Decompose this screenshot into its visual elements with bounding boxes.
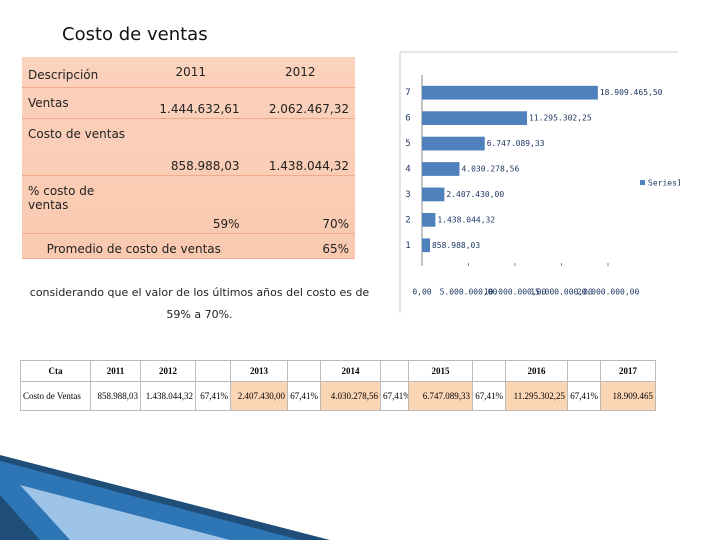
legend-swatch <box>640 180 645 185</box>
detail-table: Cta 2011 2012 2013 2014 2015 2016 2017 Costo de … <box>20 360 656 411</box>
table-cell: 2011 <box>136 57 246 88</box>
data-label: 4.030.278,56 <box>461 165 519 174</box>
table-cell: 6.747.089,33 <box>408 381 473 411</box>
bar <box>422 85 598 100</box>
table-cell <box>380 360 409 382</box>
table-cell: Promedio de costo de ventas <box>22 233 246 259</box>
table-cell: 2017 <box>600 360 656 382</box>
bar <box>422 187 445 202</box>
bar <box>422 212 436 227</box>
table-cell <box>472 360 506 382</box>
table-cell: 67,41% <box>380 381 409 411</box>
table-cell: 2015 <box>408 360 473 382</box>
data-label: 858.988,03 <box>432 241 480 250</box>
table-row: Costo de ventas 858.988,03 1.438.044,32 <box>22 118 355 176</box>
data-label: 2.407.430,00 <box>446 190 504 199</box>
y-tick-label: 3 <box>405 190 410 200</box>
data-label: 6.747.089,33 <box>487 139 545 148</box>
table-cell <box>287 360 321 382</box>
data-label: 18.909.465,50 <box>600 88 663 97</box>
x-tick-label: 0,00 <box>412 288 431 297</box>
table-cell: 1.444.632,61 <box>136 87 246 119</box>
table-cell: 1.438.044,32 <box>140 381 196 411</box>
table-cell: 1.438.044,32 <box>245 118 355 176</box>
chart: 0,00 5.000.000,0010.000.000,0015.000.000,… <box>399 51 680 313</box>
table-cell: Cta <box>20 360 91 382</box>
y-tick-label: 2 <box>405 215 410 225</box>
table-cell: 67,41% <box>567 381 601 411</box>
data-label: 11.295.302,25 <box>529 114 592 123</box>
table-cell: 65% <box>245 233 355 259</box>
table-cell: 11.295.302,25 <box>505 381 568 411</box>
table-cell: Costo de Ventas <box>20 381 91 411</box>
table-row: Promedio de costo de ventas 65% <box>22 233 355 259</box>
table-cell: % costo de ventas <box>22 175 137 234</box>
table-cell: Ventas <box>22 87 137 119</box>
table-cell: 2.062.467,32 <box>245 87 355 119</box>
x-tick-label: 20.000.000,00 <box>577 288 640 297</box>
x-tick-label: 5.000.000,00 <box>440 288 498 297</box>
table-cell: 67,41% <box>287 381 321 411</box>
table-cell <box>195 360 231 382</box>
y-tick-label: 4 <box>405 165 410 175</box>
legend-label: Series1 <box>648 179 680 188</box>
note: considerando que el valor de los últimos… <box>29 286 370 321</box>
slide-title: Costo de ventas <box>62 24 208 45</box>
table-cell: 2012 <box>245 57 355 88</box>
table-cell: 2014 <box>320 360 381 382</box>
table-cell: 858.988,03 <box>90 381 141 411</box>
summary-table: Descripción 2011 2012 Ventas 1.444.632,61 2.0… <box>22 57 355 259</box>
table-cell: Costo de ventas <box>22 118 137 176</box>
table-cell: 70% <box>245 175 355 234</box>
table-cell <box>567 360 601 382</box>
x-tick-label: 10.000.000,00 <box>484 288 547 297</box>
bar <box>422 136 485 151</box>
table-row: Ventas 1.444.632,61 2.062.467,32 <box>22 87 355 119</box>
bar <box>422 111 528 126</box>
table-cell: Descripción <box>22 57 137 88</box>
data-label: 1.438.044,32 <box>437 215 495 224</box>
y-tick-label: 7 <box>405 88 410 98</box>
table-cell: 2013 <box>230 360 288 382</box>
table-row: Descripción 2011 2012 <box>22 57 355 88</box>
table-cell: 59% <box>136 175 246 234</box>
y-tick-label: 5 <box>405 139 410 149</box>
bar <box>422 238 430 253</box>
table-cell: 67,41% <box>195 381 231 411</box>
table-cell: 4.030.278,56 <box>320 381 381 411</box>
table-cell: 2012 <box>140 360 196 382</box>
table-cell: 18.909.465 <box>600 381 656 411</box>
table-row: Costo de Ventas 858.988,03 1.438.044,32 67,… <box>20 381 656 411</box>
table-cell: 67,41% <box>472 381 506 411</box>
bar <box>422 162 460 176</box>
swoosh <box>20 485 230 540</box>
y-tick-label: 1 <box>405 241 410 251</box>
y-tick-label: 6 <box>405 114 410 124</box>
x-tick-label: 15.000.000,00 <box>530 288 593 297</box>
table-cell: 2016 <box>505 360 568 382</box>
table-cell: 2011 <box>90 360 141 382</box>
decoration <box>0 455 330 540</box>
table-cell: 858.988,03 <box>136 118 246 176</box>
table-row: Cta 2011 2012 2013 2014 2015 2016 2017 <box>20 360 656 382</box>
table-row: % costo de ventas 59% 70% <box>22 175 355 234</box>
table-cell: 2.407.430,00 <box>230 381 288 411</box>
